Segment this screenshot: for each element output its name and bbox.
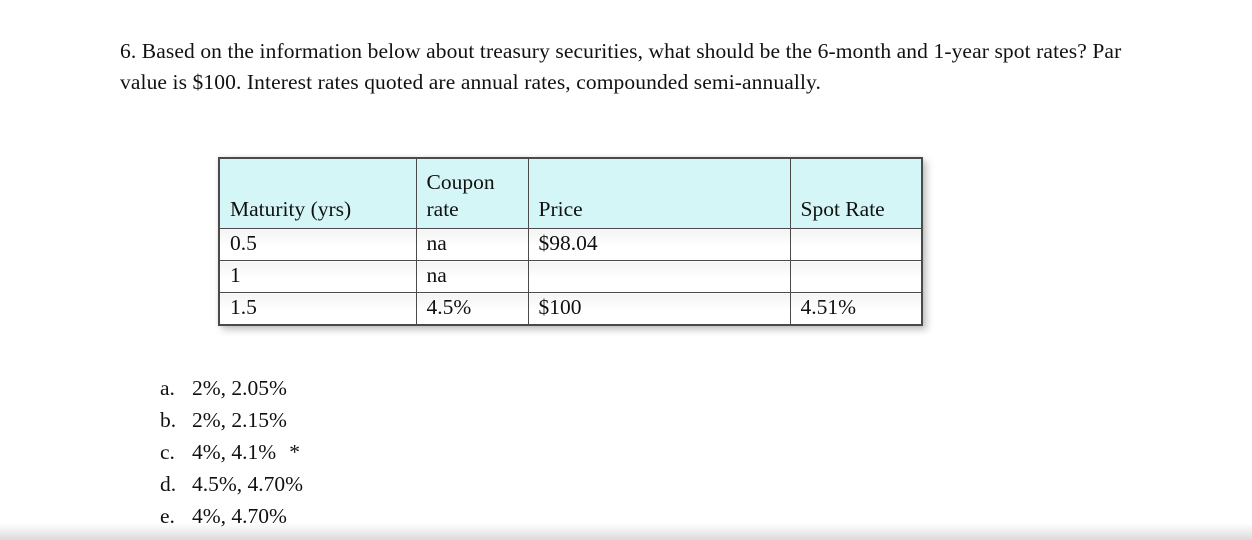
option-letter: b. [160,408,177,432]
option-letter: a. [160,376,175,400]
option-e: e. 4%, 4.70% [160,500,303,532]
option-d: d. 4.5%, 4.70% [160,468,303,500]
option-text: 2%, 2.15% [192,408,287,432]
option-letter: d. [160,472,177,496]
option-text: 4%, 4.1% [192,440,277,464]
question-text: 6. Based on the information below about … [120,39,1122,94]
table-header-row: Maturity (yrs) Coupon rate Price Spot Rate [218,157,923,229]
option-text: 2%, 2.05% [192,376,287,400]
table-row: 0.5 na $98.04 [218,228,923,261]
table-row: 1.5 4.5% $100 4.51% [218,292,923,326]
option-b: b. 2%, 2.15% [160,404,303,436]
column-header: Price [527,157,791,229]
table-cell [789,228,923,261]
table-cell: 1 [218,260,417,293]
answer-options: a. 2%, 2.05% b. 2%, 2.15% c. 4%, 4.1% * d. 4.5%,… [160,372,303,532]
correct-answer-marker: * [289,440,300,464]
option-text: 4%, 4.70% [192,504,287,528]
table-cell: 1.5 [218,292,417,326]
option-letter: e. [160,504,175,528]
rates-table-grid: Maturity (yrs) Coupon rate Price Spot Rate … [218,157,923,326]
table-cell [789,260,923,293]
table-cell: 4.51% [789,292,923,326]
table-cell: 0.5 [218,228,417,261]
table-cell: na [415,228,529,261]
table-cell: 4.5% [415,292,529,326]
table-cell [527,260,791,293]
option-text: 4.5%, 4.70% [192,472,304,496]
column-header: Coupon rate [415,157,529,229]
page-bottom-shadow [0,523,1252,540]
option-letter: c. [160,440,175,464]
option-c: c. 4%, 4.1% * [160,436,303,468]
table-row: 1 na [218,260,923,293]
rates-table: Maturity (yrs) Coupon rate Price Spot Rate … [218,157,923,326]
option-a: a. 2%, 2.05% [160,372,303,404]
table-cell: $100 [527,292,791,326]
column-header: Maturity (yrs) [218,157,417,229]
column-header: Spot Rate [789,157,923,229]
table-cell: $98.04 [527,228,791,261]
table-cell: na [415,260,529,293]
